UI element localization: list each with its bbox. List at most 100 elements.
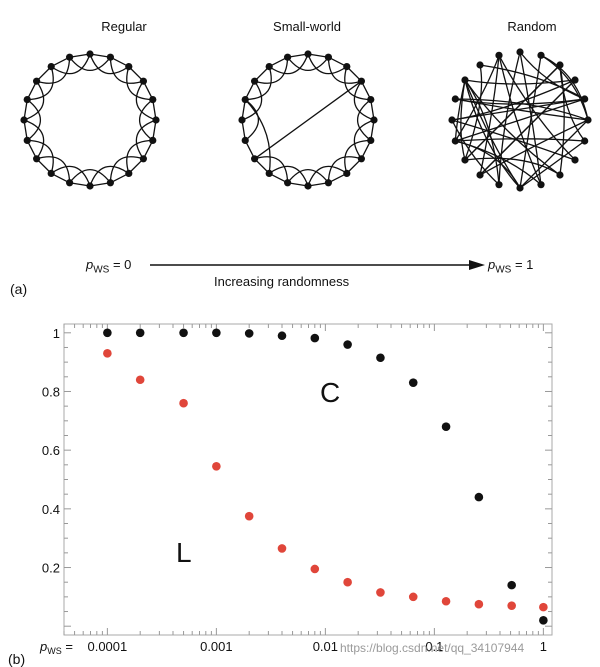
second-neighbor-edge (138, 99, 154, 141)
second-neighbor-edge (69, 168, 111, 184)
node (343, 63, 351, 71)
y-tick-label: 0.4 (42, 502, 60, 517)
random-edge (464, 79, 561, 176)
point-L (408, 592, 418, 602)
node (556, 171, 564, 179)
x-tick-label: 0.01 (313, 639, 338, 654)
node (33, 155, 41, 163)
node (284, 179, 292, 187)
plot-frame (63, 323, 553, 636)
node (265, 169, 273, 177)
second-neighbor-edge (307, 165, 348, 187)
node (106, 53, 114, 61)
point-L (441, 596, 451, 606)
random-edge (455, 140, 521, 189)
point-C (408, 378, 418, 387)
second-neighbor-edge (36, 156, 71, 183)
point-L (474, 599, 484, 609)
node (284, 53, 292, 61)
node (343, 169, 351, 177)
node (451, 95, 459, 103)
random-edge (464, 64, 483, 161)
random-edge (479, 79, 576, 176)
point-L (103, 349, 112, 358)
node (537, 51, 545, 59)
random-edge (464, 79, 576, 85)
second-neighbor-edge (69, 56, 111, 72)
random-edge (519, 51, 585, 100)
second-neighbor-edge (126, 66, 153, 101)
node (370, 116, 378, 124)
second-neighbor-edge (287, 168, 329, 184)
node (47, 169, 55, 177)
random-edge (479, 119, 589, 176)
random-edge (559, 64, 586, 142)
randomness-arrow-row: pWS = 0 pWS = 1 Increasing randomness (0, 255, 600, 295)
second-neighbor-edge (268, 53, 309, 75)
node (66, 53, 74, 61)
point-C (376, 353, 385, 363)
panel-label-b: (b) (8, 651, 26, 667)
node (476, 171, 484, 179)
second-neighbor-edge (135, 119, 157, 160)
second-neighbor-edge (27, 139, 54, 174)
regular-ring-network-icon (20, 50, 160, 190)
random-edge (455, 98, 585, 142)
second-neighbor-edge (268, 165, 309, 187)
node (537, 181, 545, 189)
random-edge (455, 138, 585, 142)
node (451, 137, 459, 145)
random-edge (559, 64, 565, 176)
right-arrow-icon (150, 260, 485, 270)
point-L (507, 601, 516, 610)
second-neighbor-edge (244, 99, 260, 141)
node (516, 48, 524, 56)
point-L (539, 602, 548, 612)
second-neighbor-edge (109, 57, 144, 84)
second-neighbor-edge (23, 119, 45, 160)
node (495, 51, 503, 59)
point-C (103, 328, 112, 338)
node (571, 76, 579, 84)
y-tick-label: 0.2 (42, 561, 60, 576)
random-edge (498, 55, 542, 185)
random-edge (498, 55, 576, 161)
point-L (244, 511, 254, 521)
random-edge (454, 79, 466, 142)
random-edge (464, 64, 561, 161)
node (367, 136, 375, 144)
node (125, 63, 133, 71)
node (241, 96, 249, 104)
second-neighbor-edge (50, 165, 91, 187)
second-neighbor-edge (307, 53, 348, 75)
second-neighbor-edge (353, 119, 375, 160)
node (304, 50, 312, 58)
random-edge (479, 64, 585, 100)
node (461, 156, 469, 164)
node (241, 136, 249, 144)
point-L (212, 461, 221, 471)
shortcut-edge (244, 99, 271, 174)
random-edge (464, 79, 500, 185)
second-neighbor-edge (126, 139, 153, 174)
second-neighbor-edge (254, 57, 289, 84)
clustering-pathlength-plot: 0.2 0.4 0.6 0.8 1 0.0001 0.001 0.01 0.1 1 pWS = C L (39, 323, 553, 656)
node (581, 95, 589, 103)
point-L (135, 375, 145, 385)
node (581, 137, 589, 145)
second-neighbor-edge (254, 156, 289, 183)
node (324, 179, 332, 187)
node (251, 77, 259, 85)
shortcut-edge (254, 80, 362, 160)
point-L (277, 544, 287, 553)
node (149, 136, 157, 144)
p-ws-one-label: pWS = 1 (488, 257, 534, 276)
point-C (507, 580, 516, 590)
node (238, 116, 246, 124)
node (251, 155, 259, 163)
random-edge (479, 55, 500, 176)
node (125, 169, 133, 177)
second-neighbor-edge (241, 80, 263, 121)
node (139, 155, 147, 163)
x-tick-label: 0.1 (425, 639, 443, 654)
